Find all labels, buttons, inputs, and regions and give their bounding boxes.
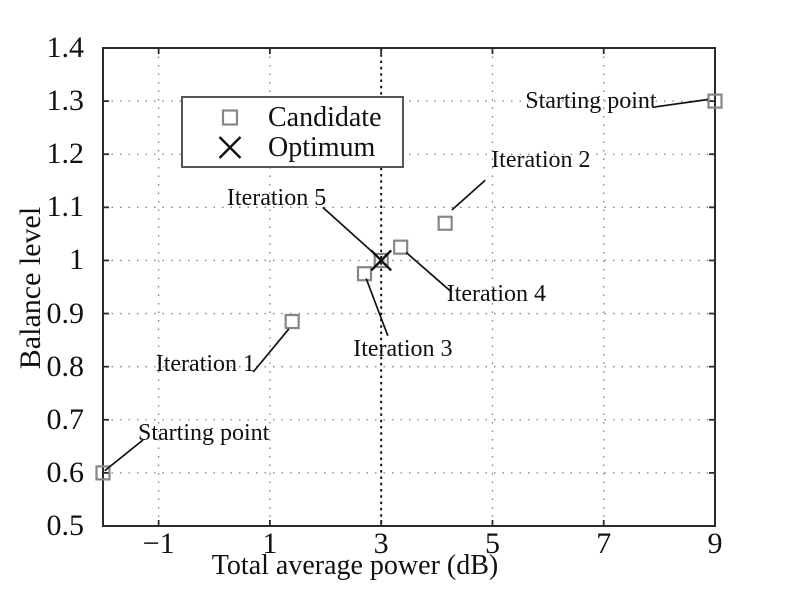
legend bbox=[181, 96, 404, 168]
y-tick-label: 1.4 bbox=[46, 31, 85, 64]
data-markers bbox=[95, 93, 723, 481]
candidate-marker bbox=[373, 252, 389, 269]
x-axis-title: Total average power (dB) bbox=[211, 550, 499, 581]
candidate-marker bbox=[356, 266, 373, 282]
annotation-leader-line bbox=[365, 278, 389, 337]
x-tick-label: 3 bbox=[373, 527, 389, 560]
annotation-leader-line bbox=[322, 206, 381, 259]
annotation-label: Iteration 2 bbox=[491, 146, 591, 173]
legend-optimum-marker bbox=[218, 136, 242, 159]
annotation-label: Iteration 5 bbox=[226, 184, 327, 211]
y-tick-label: 1.2 bbox=[46, 137, 85, 171]
plot-border bbox=[102, 47, 716, 527]
annotation-label: Starting point bbox=[138, 420, 270, 447]
tick-marks bbox=[103, 47, 716, 527]
legend-box bbox=[181, 96, 404, 168]
candidate-marker bbox=[437, 215, 453, 231]
x-tick-label: 9 bbox=[707, 527, 723, 560]
legend-entry-label: Candidate bbox=[268, 101, 382, 133]
candidate-marker bbox=[393, 239, 409, 255]
y-tick-label: 0.6 bbox=[46, 455, 85, 489]
x-tick-label: −1 bbox=[142, 527, 175, 560]
annotation-leader-line bbox=[451, 179, 486, 211]
annotation-leader-line bbox=[654, 98, 708, 108]
annotation-label: Iteration 4 bbox=[446, 281, 546, 308]
y-tick-label: 1 bbox=[69, 243, 84, 277]
x-tick-label: 1 bbox=[262, 527, 278, 560]
y-tick-label: 0.8 bbox=[46, 349, 85, 383]
x-tick-label: 7 bbox=[596, 527, 612, 560]
annotation-leader-line bbox=[252, 328, 290, 373]
y-tick-label: 1.3 bbox=[46, 84, 85, 118]
y-axis-title: Balance level bbox=[14, 206, 47, 370]
leader-lines bbox=[104, 98, 708, 472]
annotation-label: Iteration 1 bbox=[155, 351, 255, 377]
candidate-marker bbox=[95, 465, 111, 481]
legend-candidate-marker bbox=[221, 109, 239, 126]
annotation-leader-line bbox=[405, 251, 453, 293]
y-tick-label: 1.1 bbox=[46, 190, 85, 224]
y-tick-label: 0.5 bbox=[46, 509, 85, 542]
y-tick-label: 0.7 bbox=[46, 402, 85, 436]
candidate-marker bbox=[707, 93, 723, 109]
y-tick-label: 0.9 bbox=[46, 296, 85, 330]
candidate-marker bbox=[284, 313, 300, 330]
legend-entry-label: Optimum bbox=[268, 131, 376, 163]
annotation-leader-line bbox=[104, 439, 144, 472]
x-tick-label: 5 bbox=[484, 527, 500, 560]
annotation-label: Iteration 3 bbox=[353, 335, 453, 362]
annotation-label: Starting point bbox=[525, 88, 657, 115]
